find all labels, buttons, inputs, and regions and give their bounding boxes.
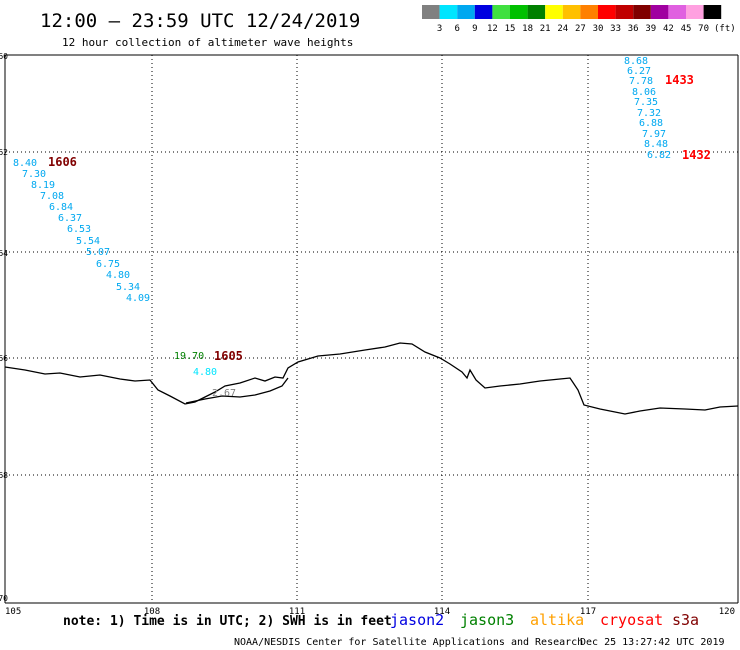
lat-tick-label: -62: [0, 148, 8, 157]
track-value: 8.06: [632, 87, 656, 98]
latitude-axis-labels: -60 -62 -64 -66 -68 -70: [0, 52, 8, 603]
lat-tick-label: -68: [0, 471, 8, 480]
track-value: 6.37: [58, 213, 82, 224]
track-value: 8.48: [644, 139, 668, 150]
track-value: 5.54: [76, 236, 100, 247]
track-value: 8.40: [13, 158, 37, 169]
track-value: 6.53: [67, 224, 91, 235]
legend-swatch: [562, 5, 581, 19]
track-value: 7.78: [629, 76, 653, 87]
legend-swatch: [668, 5, 686, 19]
track-value: 7.30: [22, 169, 46, 180]
legend-swatch: [474, 5, 493, 19]
track-value: 4.80: [106, 270, 130, 281]
pass-label: 1433: [665, 73, 694, 87]
legend-label: 12: [487, 24, 498, 34]
track-value: 6.82: [647, 150, 671, 161]
track-value: 4.09: [126, 293, 150, 304]
satellite-label: s3a: [672, 611, 699, 629]
track-value: 2.67: [212, 388, 236, 399]
track-value: 7.35: [634, 97, 658, 108]
legend-label: 33: [610, 24, 621, 34]
legend-label: 70: [698, 24, 709, 34]
lon-tick-label: 108: [144, 607, 160, 617]
coastline-inlet: [185, 377, 289, 404]
pass-label: 1606: [48, 155, 77, 169]
track-value: 7.97: [642, 129, 666, 140]
track-value: 6.27: [627, 66, 651, 77]
track-value: 8.68: [624, 56, 648, 67]
legend-label: 36: [628, 24, 639, 34]
track-value: 5.34: [116, 282, 140, 293]
pass-label: 1432: [682, 148, 711, 162]
legend-label: 21: [540, 24, 551, 34]
satellite-label: jason3: [460, 611, 514, 629]
track-value: 19.70: [174, 351, 204, 362]
legend-swatch: [545, 5, 563, 19]
lat-tick-label: -70: [0, 594, 8, 603]
legend-swatch: [510, 5, 528, 19]
plot-area: 8.407.308.197.086.846.376.535.545.076.75…: [4, 54, 739, 604]
legend-unit: (ft): [714, 24, 736, 34]
legend-swatch: [615, 5, 634, 19]
track-value: 7.32: [637, 108, 661, 119]
legend-label: 39: [645, 24, 656, 34]
longitude-axis-labels: 105 108 111 114 117 120: [5, 607, 735, 617]
lon-tick-label: 114: [434, 607, 450, 617]
legend-swatch: [422, 5, 440, 19]
legend-label: 42: [663, 24, 674, 34]
footer-note: note: 1) Time is in UTC; 2) SWH is in fe…: [63, 614, 392, 629]
legend-label: 45: [681, 24, 692, 34]
legend-label: 3: [437, 24, 442, 34]
pass-label: 1605: [214, 349, 243, 363]
legend-swatch: [580, 5, 598, 19]
legend-swatch: [598, 5, 616, 19]
lon-tick-label: 111: [289, 607, 305, 617]
legend-swatch: [650, 5, 669, 19]
legend-swatch: [439, 5, 458, 19]
coastline: [4, 342, 739, 415]
legend-label: 30: [593, 24, 604, 34]
track-value: 4.80: [193, 367, 217, 378]
legend-label: 18: [522, 24, 533, 34]
footer-timestamp: Dec 25 13:27:42 UTC 2019: [580, 637, 725, 648]
legend-swatch: [457, 5, 475, 19]
track-value: 5.07: [86, 247, 110, 258]
legend-label: 15: [505, 24, 516, 34]
legend-label: 9: [472, 24, 477, 34]
lon-tick-label: 120: [719, 607, 735, 617]
track-value: 6.84: [49, 202, 73, 213]
track-labels: 8.407.308.197.086.846.376.535.545.076.75…: [13, 56, 711, 399]
legend-swatch: [492, 5, 510, 19]
legend-label: 6: [454, 24, 459, 34]
legend-swatch: [703, 5, 722, 19]
lat-tick-label: -66: [0, 354, 8, 363]
color-scale-legend: 3 6 9 12 15 18 21 24 27 30 33 36 39 42 45 70: [422, 5, 722, 34]
lat-tick-label: -64: [0, 249, 8, 258]
page-title: 12:00 – 23:59 UTC 12/24/2019: [40, 10, 360, 32]
satellite-label: altika: [530, 611, 584, 629]
track-value: 6.88: [639, 118, 663, 129]
legend-swatch: [527, 5, 546, 19]
lat-tick-label: -60: [0, 52, 8, 61]
legend-swatch: [686, 5, 704, 19]
lon-tick-label: 117: [580, 607, 596, 617]
footer-credit: NOAA/NESDIS Center for Satellite Applica…: [234, 637, 583, 648]
satellite-legend: jason2 jason3 altika cryosat s3a: [390, 611, 699, 629]
satellite-label: jason2: [390, 611, 444, 629]
legend-label: 27: [575, 24, 586, 34]
track-value: 7.08: [40, 191, 64, 202]
legend-label: 24: [557, 24, 568, 34]
page-subtitle: 12 hour collection of altimeter wave hei…: [62, 36, 353, 49]
satellite-label: cryosat: [600, 611, 663, 629]
lon-tick-label: 105: [5, 607, 21, 617]
legend-swatch: [633, 5, 651, 19]
track-value: 6.75: [96, 259, 120, 270]
track-value: 8.19: [31, 180, 55, 191]
